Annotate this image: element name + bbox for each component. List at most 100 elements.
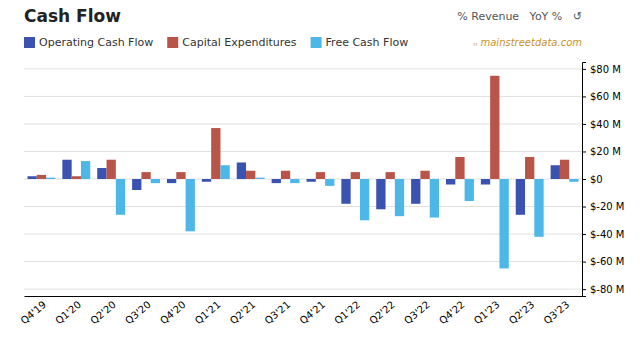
x-tick: Q3'22 bbox=[402, 299, 432, 327]
y-tick-mark bbox=[582, 69, 586, 70]
bar-series bbox=[46, 161, 578, 268]
bar bbox=[481, 179, 490, 185]
bar bbox=[325, 179, 334, 186]
bar bbox=[202, 179, 211, 182]
bar bbox=[516, 179, 525, 215]
x-axis-line bbox=[25, 296, 583, 297]
y-tick-label: $0 bbox=[590, 174, 603, 185]
x-tick-label: Q4'21 bbox=[297, 299, 327, 327]
grid-line bbox=[24, 68, 582, 69]
y-tick-label: $-40 M bbox=[590, 229, 625, 240]
x-tick: Q4'20 bbox=[158, 299, 188, 327]
x-tick: Q1'20 bbox=[53, 299, 83, 327]
bar bbox=[465, 179, 474, 201]
y-axis-line bbox=[583, 63, 587, 297]
y-tick: $20 M bbox=[582, 146, 621, 157]
x-tick: Q4'22 bbox=[437, 299, 467, 327]
y-tick-label: $-60 M bbox=[590, 256, 625, 267]
grid-line bbox=[24, 289, 582, 290]
y-tick-mark bbox=[582, 234, 586, 235]
x-tick-label: Q4'19 bbox=[18, 299, 48, 327]
bar bbox=[430, 179, 439, 218]
bar bbox=[46, 178, 55, 179]
bar bbox=[151, 179, 160, 183]
y-tick-mark bbox=[582, 179, 586, 180]
x-tick: Q2'21 bbox=[228, 299, 258, 327]
legend-swatch bbox=[24, 37, 35, 48]
bar bbox=[72, 176, 81, 179]
bar bbox=[116, 179, 125, 215]
x-tick-label: Q2'21 bbox=[228, 299, 258, 327]
bar bbox=[141, 172, 150, 179]
watermark: ₙ mainstreetdata.com bbox=[473, 37, 582, 48]
y-tick: $0 bbox=[582, 174, 603, 185]
x-tick-label: Q2'22 bbox=[367, 299, 397, 327]
y-axis: $-80 M $-60 M $-40 M $-20 M $0 $20 M $40 M $60 … bbox=[582, 63, 625, 297]
x-tick: Q1'22 bbox=[332, 299, 362, 327]
y-tick: $-80 M bbox=[582, 284, 625, 295]
x-tick: Q2'23 bbox=[507, 299, 537, 327]
x-tick: Q1'23 bbox=[472, 299, 502, 327]
bar-series bbox=[27, 160, 559, 215]
top-right-text: % Revenue YoY % ↺ bbox=[457, 10, 582, 23]
x-tick-label: Q3'21 bbox=[263, 299, 293, 327]
y-tick-mark bbox=[582, 207, 586, 208]
x-axis: Q4'19Q1'20Q2'20Q3'20Q4'20Q1'21Q2'21Q3'21… bbox=[18, 297, 582, 327]
legend-swatch bbox=[311, 37, 322, 48]
legend-item: Free Cash Flow bbox=[311, 36, 409, 49]
y-tick-mark bbox=[582, 262, 586, 263]
x-tick-label: Q2'20 bbox=[88, 299, 118, 327]
y-tick-mark bbox=[582, 96, 586, 97]
chart: $-80 M $-60 M $-40 M $-20 M $0 $20 M $40 M $60 … bbox=[0, 0, 640, 338]
bar bbox=[272, 179, 281, 183]
bar bbox=[316, 172, 325, 179]
title: Cash Flow bbox=[24, 6, 121, 26]
legend-label: Capital Expenditures bbox=[182, 36, 297, 49]
x-tick-label: Q3'23 bbox=[542, 299, 572, 327]
bar bbox=[490, 76, 499, 179]
x-tick-label: Q4'20 bbox=[158, 299, 188, 327]
y-tick-label: $-20 M bbox=[590, 201, 625, 212]
x-tick-label: Q1'21 bbox=[193, 299, 223, 327]
bar bbox=[290, 179, 299, 183]
y-tick: $80 M bbox=[582, 64, 621, 75]
y-tick-mark bbox=[582, 151, 586, 152]
x-tick: Q3'23 bbox=[542, 299, 572, 327]
bar bbox=[281, 171, 290, 179]
x-tick: Q4'21 bbox=[297, 299, 327, 327]
bar bbox=[37, 175, 46, 179]
grid-line bbox=[24, 206, 582, 207]
legend-swatch bbox=[167, 37, 178, 48]
bar bbox=[81, 161, 90, 179]
y-tick: $40 M bbox=[582, 119, 621, 130]
bar bbox=[27, 176, 36, 179]
grid bbox=[24, 69, 582, 289]
x-tick-label: Q2'23 bbox=[507, 299, 537, 327]
bar bbox=[255, 178, 264, 179]
x-tick-label: Q4'22 bbox=[437, 299, 467, 327]
x-tick: Q2'20 bbox=[88, 299, 118, 327]
bar bbox=[237, 162, 246, 179]
bar bbox=[211, 128, 220, 179]
y-tick: $-40 M bbox=[582, 229, 625, 240]
x-tick: Q3'20 bbox=[123, 299, 153, 327]
y-tick: $-60 M bbox=[582, 256, 625, 267]
bar bbox=[107, 160, 116, 179]
bar bbox=[499, 179, 508, 268]
bar bbox=[351, 172, 360, 179]
bar bbox=[62, 160, 71, 179]
bar bbox=[132, 179, 141, 190]
bar bbox=[246, 171, 255, 179]
x-tick: Q3'21 bbox=[263, 299, 293, 327]
legend-label: Free Cash Flow bbox=[326, 36, 409, 49]
y-tick-mark bbox=[582, 289, 586, 290]
x-tick: Q2'22 bbox=[367, 299, 397, 327]
y-tick-label: $60 M bbox=[590, 91, 621, 102]
bar bbox=[560, 160, 569, 179]
y-tick-label: $40 M bbox=[590, 119, 621, 130]
bar bbox=[420, 171, 429, 179]
bar bbox=[395, 179, 404, 216]
grid-line bbox=[24, 234, 582, 235]
x-tick-label: Q3'22 bbox=[402, 299, 432, 327]
bar bbox=[167, 179, 176, 183]
